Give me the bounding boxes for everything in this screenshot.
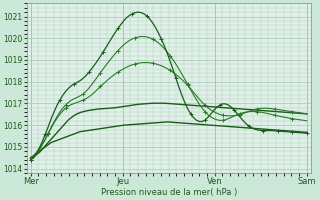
X-axis label: Pression niveau de la mer( hPa ): Pression niveau de la mer( hPa )	[100, 188, 237, 197]
